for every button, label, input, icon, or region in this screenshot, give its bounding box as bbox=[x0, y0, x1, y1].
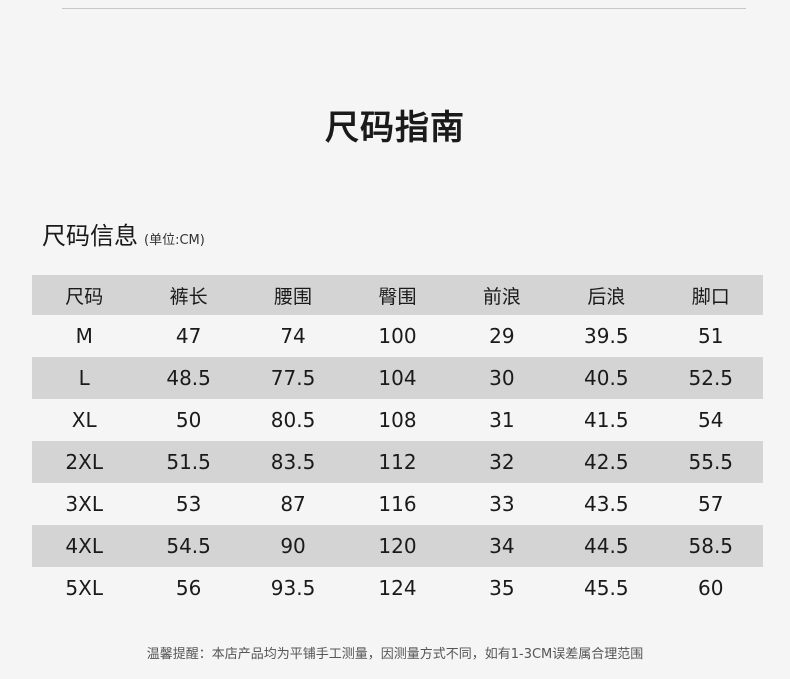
table-cell: 83.5 bbox=[270, 450, 316, 474]
table-row: XL 50 80.5 108 31 41.5 54 bbox=[32, 399, 763, 441]
table-cell: 51 bbox=[698, 324, 724, 348]
table-cell: 30 bbox=[489, 366, 515, 390]
table-cell: 87 bbox=[280, 492, 306, 516]
table-cell: 120 bbox=[378, 534, 417, 558]
table-cell: 104 bbox=[378, 366, 417, 390]
column-header: 臀围 bbox=[378, 285, 417, 308]
section-title: 尺码信息 (单位:CM) bbox=[42, 216, 205, 251]
table-cell: 124 bbox=[378, 576, 417, 600]
table-cell: 58.5 bbox=[688, 534, 734, 558]
table-cell: 47 bbox=[175, 324, 202, 348]
table-cell: 108 bbox=[378, 408, 417, 432]
table-cell: M bbox=[75, 324, 93, 348]
table-cell: 5XL bbox=[65, 576, 103, 600]
table-cell: 93.5 bbox=[270, 576, 316, 600]
measurement-note: 温馨提醒：本店产品均为平铺手工测量，因测量方式不同，如有1-3CM误差属合理范围 bbox=[146, 647, 644, 662]
table-cell: 42.5 bbox=[584, 450, 629, 474]
table-cell: 100 bbox=[378, 324, 417, 348]
table-cell: 3XL bbox=[65, 492, 103, 516]
table-cell: 31 bbox=[489, 408, 515, 432]
table-cell: 48.5 bbox=[166, 366, 211, 390]
column-header: 腰围 bbox=[274, 285, 313, 308]
table-cell: 2XL bbox=[65, 450, 103, 474]
table-row: 2XL 51.5 83.5 112 32 42.5 55.5 bbox=[32, 441, 763, 483]
table-header-row: 尺码 裤长 腰围 臀围 前浪 后浪 脚口 bbox=[32, 275, 763, 315]
table-cell: 54.5 bbox=[166, 534, 211, 558]
table-cell: 112 bbox=[378, 450, 417, 474]
table-cell: 50 bbox=[175, 408, 202, 432]
size-table: 尺码 裤长 腰围 臀围 前浪 后浪 脚口 M 47 74 100 29 39.5 51 L 48.5 77.5… bbox=[32, 275, 763, 609]
table-cell: 34 bbox=[489, 534, 515, 558]
column-header: 尺码 bbox=[65, 285, 104, 308]
table-row: 3XL 53 87 116 33 43.5 57 bbox=[32, 483, 763, 525]
table-cell: 4XL bbox=[65, 534, 103, 558]
table-cell: 43.5 bbox=[584, 492, 629, 516]
table-cell: 55.5 bbox=[688, 450, 734, 474]
column-header: 脚口 bbox=[691, 285, 730, 308]
table-cell: 44.5 bbox=[584, 534, 629, 558]
table-cell: 56 bbox=[175, 576, 202, 600]
page-title: 尺码指南 bbox=[325, 108, 465, 148]
column-header: 前浪 bbox=[482, 285, 521, 308]
table-cell: 33 bbox=[489, 492, 515, 516]
table-row: L 48.5 77.5 104 30 40.5 52.5 bbox=[32, 357, 763, 399]
table-cell: 116 bbox=[378, 492, 417, 516]
table-cell: L bbox=[78, 366, 90, 390]
section-title-text: 尺码信息 bbox=[42, 222, 138, 250]
table-cell: 45.5 bbox=[584, 576, 629, 600]
table-cell: 60 bbox=[698, 576, 724, 600]
table-cell: 74 bbox=[280, 324, 306, 348]
table-row: M 47 74 100 29 39.5 51 bbox=[32, 315, 763, 357]
table-cell: 35 bbox=[489, 576, 515, 600]
column-header: 后浪 bbox=[587, 285, 626, 308]
table-cell: 53 bbox=[175, 492, 202, 516]
table-cell: XL bbox=[71, 408, 97, 432]
table-cell: 77.5 bbox=[270, 366, 316, 390]
table-cell: 40.5 bbox=[584, 366, 629, 390]
table-cell: 39.5 bbox=[584, 324, 629, 348]
column-header: 裤长 bbox=[169, 285, 208, 308]
table-cell: 32 bbox=[489, 450, 515, 474]
table-cell: 51.5 bbox=[166, 450, 211, 474]
table-cell: 54 bbox=[698, 408, 724, 432]
table-row: 5XL 56 93.5 124 35 45.5 60 bbox=[32, 567, 763, 609]
top-divider bbox=[62, 8, 746, 9]
table-cell: 29 bbox=[489, 324, 515, 348]
unit-label: (单位:CM) bbox=[144, 233, 205, 248]
table-cell: 57 bbox=[698, 492, 724, 516]
table-cell: 90 bbox=[280, 534, 306, 558]
table-cell: 41.5 bbox=[584, 408, 629, 432]
table-cell: 80.5 bbox=[270, 408, 316, 432]
table-cell: 52.5 bbox=[688, 366, 734, 390]
table-row: 4XL 54.5 90 120 34 44.5 58.5 bbox=[32, 525, 763, 567]
